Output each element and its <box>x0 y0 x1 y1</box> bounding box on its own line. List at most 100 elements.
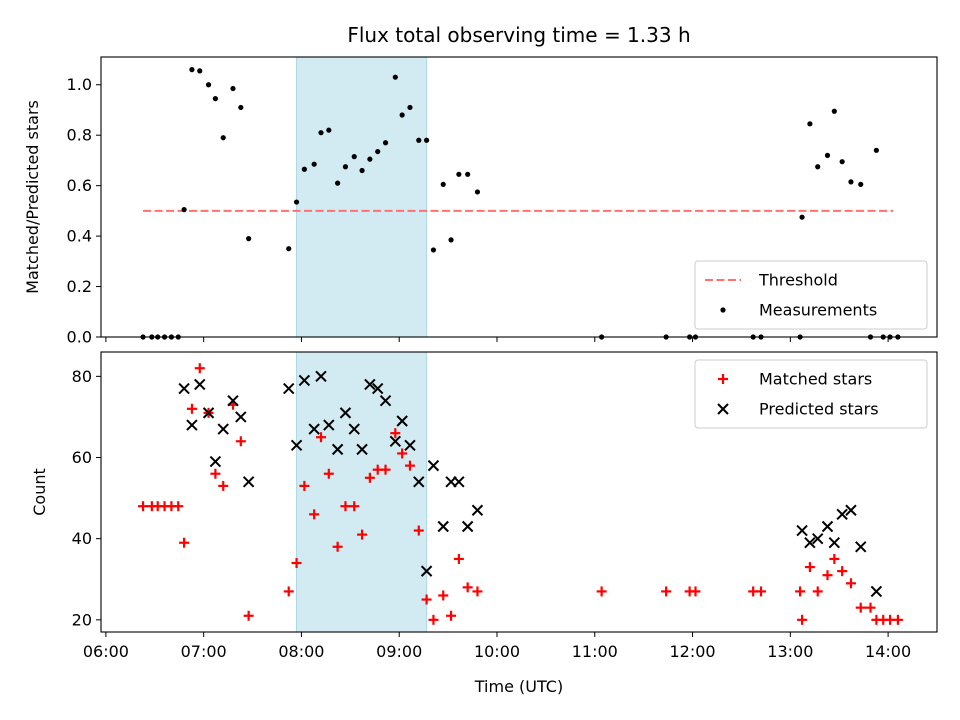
data-point <box>390 428 401 439</box>
data-point <box>848 179 854 185</box>
data-point <box>440 181 446 187</box>
data-point <box>238 104 244 111</box>
x-stroke-b <box>471 504 484 516</box>
x-tick-label: 08:00 <box>278 642 324 661</box>
x-stroke-b <box>331 443 344 456</box>
data-point <box>315 370 327 383</box>
data-point <box>380 464 391 475</box>
data-point <box>865 602 876 613</box>
x-stroke-b <box>379 394 392 407</box>
data-point <box>461 520 474 533</box>
data-point <box>661 586 672 597</box>
data-point <box>815 164 821 170</box>
data-point <box>404 460 415 471</box>
x-tick-label: 14:00 <box>865 642 911 661</box>
data-point <box>299 480 310 491</box>
data-point <box>301 166 307 172</box>
data-point <box>837 566 848 577</box>
data-point <box>331 443 344 456</box>
x-stroke-b <box>323 419 335 431</box>
data-point <box>375 148 381 155</box>
data-point <box>235 411 247 423</box>
data-point <box>357 529 368 540</box>
x-tick-label: 09:00 <box>376 642 422 661</box>
y-tick-label: 0.8 <box>67 126 92 145</box>
y-tick-label: 1.0 <box>67 75 92 94</box>
data-point <box>424 137 430 143</box>
x-stroke-b <box>453 476 465 488</box>
data-point <box>446 610 457 621</box>
x-stroke-b <box>227 394 239 407</box>
data-point <box>181 207 187 213</box>
legend-marker <box>718 374 728 384</box>
data-point <box>804 562 815 573</box>
observing-window-band <box>296 56 428 338</box>
axes-frame <box>100 351 938 633</box>
data-point <box>824 152 831 158</box>
legend: Threshold Measurements <box>694 260 928 330</box>
data-point <box>399 112 405 118</box>
data-point <box>339 407 352 419</box>
data-point <box>205 82 212 88</box>
legend-marker <box>717 403 729 415</box>
data-point <box>283 382 295 395</box>
x-stroke-b <box>242 476 255 488</box>
data-point <box>293 199 300 205</box>
x-stroke-b <box>283 382 295 395</box>
data-point <box>364 472 375 483</box>
x-stroke-b <box>178 382 190 395</box>
data-point <box>194 363 205 374</box>
data-point <box>364 378 376 391</box>
data-point <box>291 558 302 569</box>
series-predicted-stars <box>178 370 883 598</box>
data-point <box>828 537 841 549</box>
data-point <box>836 508 848 521</box>
data-point <box>796 524 808 537</box>
data-point <box>389 435 402 447</box>
x-stroke-b <box>404 439 416 452</box>
data-point <box>210 468 221 479</box>
axes-frame <box>100 56 938 338</box>
x-stroke-b <box>339 407 352 419</box>
legend-label: Matched stars <box>759 370 872 389</box>
legend: Matched stars Predicted stars <box>694 359 928 429</box>
data-point <box>230 85 236 92</box>
data-point <box>821 520 834 533</box>
data-point <box>420 565 433 577</box>
data-point <box>202 407 215 419</box>
data-point <box>335 180 341 186</box>
data-point <box>348 423 360 435</box>
data-point <box>179 537 190 548</box>
x-stroke-b <box>717 403 729 415</box>
data-point <box>379 394 392 407</box>
data-point <box>227 394 239 407</box>
data-point <box>807 121 813 127</box>
x-stroke-b <box>461 520 474 533</box>
data-point <box>845 578 856 589</box>
series-measurements <box>140 67 901 340</box>
data-point <box>472 586 483 597</box>
data-point <box>359 167 365 174</box>
x-tick-label: 12:00 <box>670 642 716 661</box>
y-tick-label: 0.0 <box>67 328 92 347</box>
legend-label: Measurements <box>759 301 877 320</box>
y-axis-label: Matched/Predicted stars <box>23 100 42 294</box>
data-point <box>829 553 840 564</box>
data-point <box>804 537 816 549</box>
data-point <box>283 586 294 597</box>
data-point <box>218 480 229 491</box>
x-tick-label: 13:00 <box>767 642 813 661</box>
x-stroke-b <box>364 378 376 391</box>
data-point <box>873 147 879 153</box>
data-point <box>342 164 349 170</box>
data-point <box>413 525 424 536</box>
legend-label: Predicted stars <box>759 400 879 419</box>
data-point <box>220 135 226 141</box>
data-point <box>217 423 229 435</box>
y-tick-label: 60 <box>72 448 92 467</box>
data-point <box>438 590 449 601</box>
data-point <box>404 439 416 452</box>
x-stroke-b <box>356 443 368 456</box>
data-point <box>243 610 254 621</box>
